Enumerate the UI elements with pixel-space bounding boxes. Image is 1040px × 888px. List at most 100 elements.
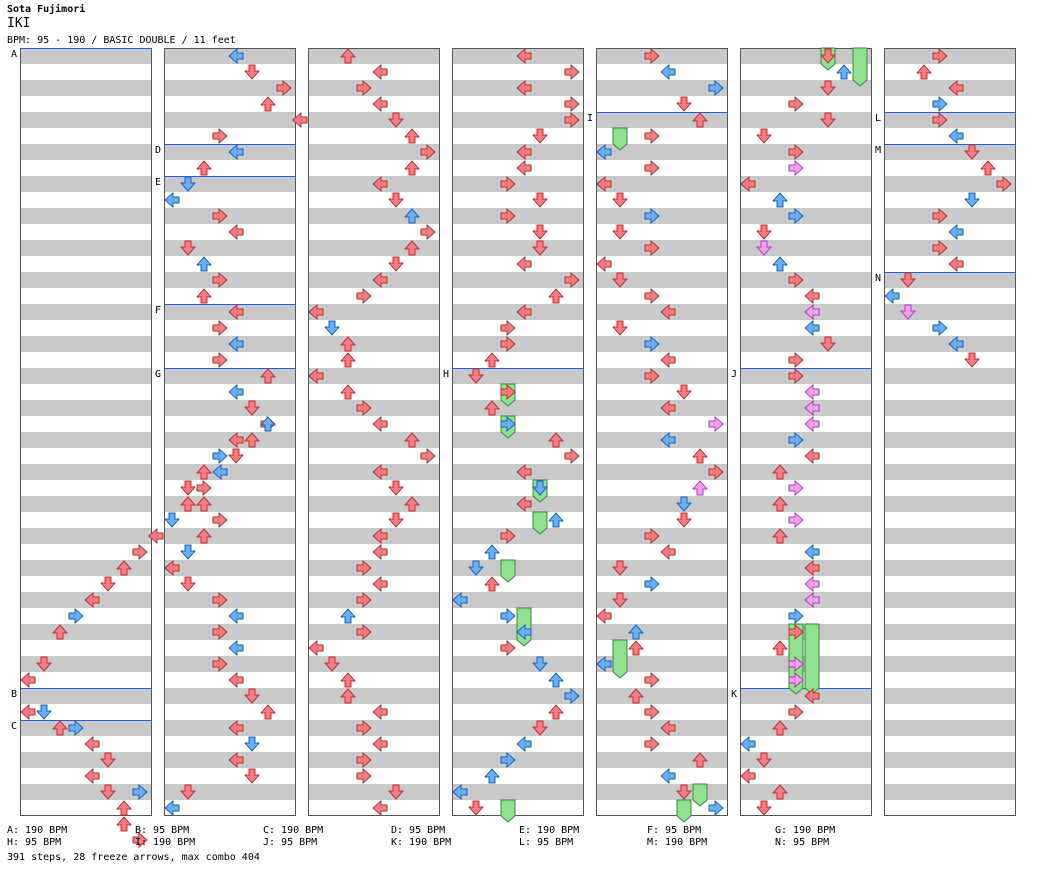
step-arrow: [771, 256, 789, 272]
beat-band: [884, 208, 1016, 224]
step-arrow: [228, 47, 244, 65]
step-arrow: [932, 319, 948, 337]
beat-band: [740, 272, 872, 288]
step-arrow: [292, 111, 308, 129]
step-arrow: [516, 79, 532, 97]
step-arrow: [403, 128, 421, 144]
step-arrow: [403, 496, 421, 512]
beat-band: [20, 368, 152, 384]
step-arrow: [675, 784, 693, 800]
step-arrow: [932, 47, 948, 65]
beat-band: [740, 720, 872, 736]
beat-band: [308, 400, 440, 416]
step-arrow: [691, 480, 709, 496]
step-arrow: [644, 239, 660, 257]
step-arrow: [932, 95, 948, 113]
beat-band: [596, 48, 728, 64]
step-arrow: [596, 607, 612, 625]
step-arrow: [531, 224, 549, 240]
step-arrow: [691, 112, 709, 128]
step-arrow: [596, 175, 612, 193]
step-arrow: [84, 735, 100, 753]
beat-band: [20, 272, 152, 288]
step-arrow: [387, 512, 405, 528]
chart-column: [452, 48, 584, 816]
beat-band: [452, 720, 584, 736]
section-marker-label: E: [155, 177, 161, 188]
step-arrow: [835, 64, 853, 80]
column-border: [884, 48, 1016, 816]
beat-band: [884, 688, 1016, 704]
step-arrow: [259, 704, 277, 720]
step-arrow: [356, 767, 372, 785]
step-arrow: [644, 207, 660, 225]
step-arrow: [212, 207, 228, 225]
beat-band: [740, 464, 872, 480]
step-arrow: [788, 703, 804, 721]
beat-band: [740, 80, 872, 96]
beat-band: [740, 432, 872, 448]
beat-band: [308, 688, 440, 704]
step-arrow: [755, 128, 773, 144]
legend-entry: N: 95 BPM: [775, 837, 830, 848]
step-arrow: [644, 127, 660, 145]
step-arrow: [483, 576, 501, 592]
beat-band: [308, 48, 440, 64]
step-arrow: [99, 752, 117, 768]
legend-entry: E: 190 BPM: [519, 825, 580, 836]
step-arrow: [403, 160, 421, 176]
step-arrow: [323, 656, 341, 672]
step-arrow: [708, 799, 724, 817]
step-arrow: [372, 799, 388, 817]
step-arrow: [467, 800, 485, 816]
beat-band: [308, 752, 440, 768]
step-arrow: [500, 383, 516, 401]
step-arrow: [740, 175, 756, 193]
step-arrow: [372, 527, 388, 545]
section-marker-label: L: [875, 113, 881, 124]
step-arrow: [195, 528, 213, 544]
step-arrow: [372, 575, 388, 593]
step-arrow: [228, 383, 244, 401]
beat-band: [20, 656, 152, 672]
step-arrow: [516, 255, 532, 273]
beat-band: [452, 208, 584, 224]
section-marker-label: F: [155, 305, 161, 316]
beat-band: [884, 48, 1016, 64]
step-arrow: [99, 576, 117, 592]
step-arrow: [500, 175, 516, 193]
step-arrow: [132, 783, 148, 801]
beat-band: [164, 368, 296, 384]
step-arrow: [115, 816, 133, 832]
beat-band: [596, 592, 728, 608]
beat-band: [596, 272, 728, 288]
beat-band: [308, 656, 440, 672]
beat-band: [20, 304, 152, 320]
step-arrow: [356, 399, 372, 417]
step-arrow: [452, 783, 468, 801]
chart-column: [596, 48, 728, 816]
step-arrow: [771, 528, 789, 544]
beat-band: [20, 112, 152, 128]
step-arrow: [611, 272, 629, 288]
freeze-arrow: [532, 511, 548, 535]
column-border: [596, 48, 728, 816]
step-arrow: [627, 688, 645, 704]
beat-band: [452, 336, 584, 352]
step-arrow: [259, 368, 277, 384]
beat-band: [596, 784, 728, 800]
step-arrow: [804, 687, 820, 705]
step-arrow: [963, 144, 981, 160]
step-arrow: [708, 463, 724, 481]
step-arrow: [660, 63, 676, 81]
step-arrow: [228, 639, 244, 657]
beat-band: [20, 528, 152, 544]
step-arrow: [276, 79, 292, 97]
beat-band: [164, 784, 296, 800]
beat-band: [20, 144, 152, 160]
step-arrow: [915, 64, 933, 80]
beat-band: [308, 592, 440, 608]
beat-band: [596, 560, 728, 576]
step-arrow: [84, 767, 100, 785]
step-arrow: [516, 623, 532, 641]
